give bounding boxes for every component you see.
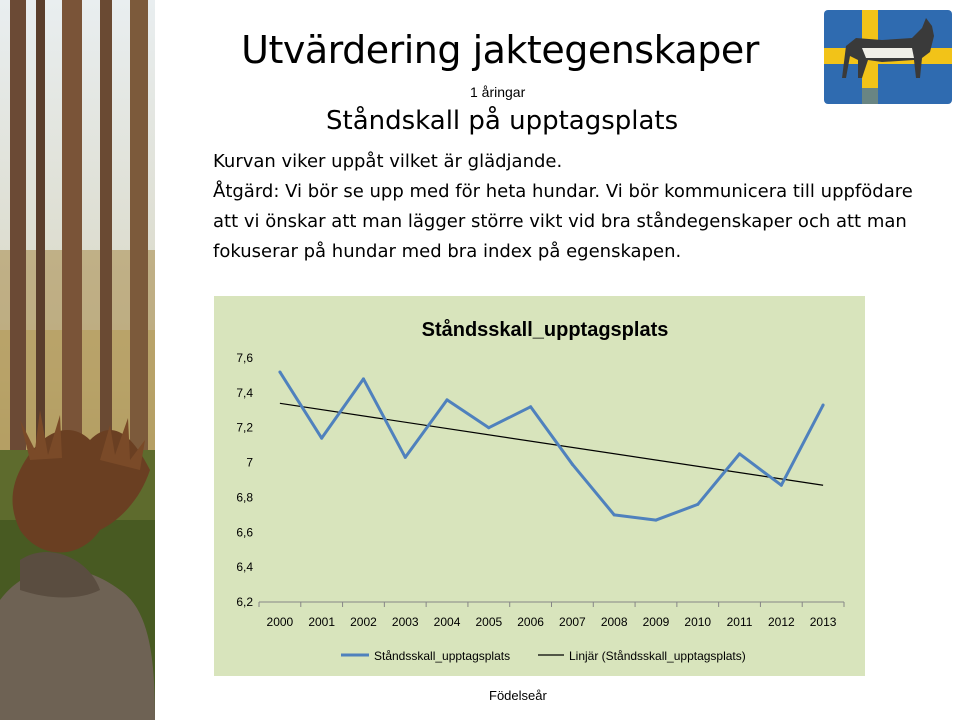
slide-subtitle: Ståndskall på upptagsplats xyxy=(326,106,679,136)
x-tick-label: 2008 xyxy=(601,615,628,629)
x-tick-label: 2006 xyxy=(517,615,544,629)
x-tick-label: 2003 xyxy=(392,615,419,629)
trend-line xyxy=(279,402,824,486)
forest-moose-photo xyxy=(0,0,155,720)
slide-subtitle-age: 1 åringar xyxy=(470,84,526,100)
series-point xyxy=(361,377,365,381)
series-point xyxy=(779,483,783,487)
series-point xyxy=(403,455,407,459)
legend-series-label: Ståndsskall_upptagsplats xyxy=(374,649,510,663)
body-line-action: Åtgärd: Vi bör se upp med för heta hunda… xyxy=(213,181,913,262)
series-point xyxy=(278,370,282,374)
slide-title: Utvärdering jaktegenskaper xyxy=(241,28,759,72)
y-tick-label: 7 xyxy=(246,456,253,470)
jamthund-logo-image xyxy=(824,10,952,104)
x-tick-label: 2009 xyxy=(643,615,670,629)
series-point xyxy=(654,518,658,522)
series-point xyxy=(529,405,533,409)
x-tick-label: 2002 xyxy=(350,615,377,629)
x-tick-label: 2010 xyxy=(684,615,711,629)
x-axis-ticks: 2000 2001 2002 2003 2004 2005 2006 2007 2008 2009… xyxy=(258,602,845,629)
y-tick-label: 7,2 xyxy=(236,421,253,435)
x-tick-label: 2000 xyxy=(267,615,294,629)
body-line-observation: Kurvan viker uppåt vilket är glädjande. xyxy=(213,151,563,172)
series-point xyxy=(612,513,616,517)
series-point xyxy=(696,502,700,506)
chart-background xyxy=(214,296,865,676)
series-point xyxy=(821,403,825,407)
y-tick-label: 6,8 xyxy=(236,490,253,504)
forest-moose-illustration xyxy=(0,0,155,720)
x-tick-label: 2005 xyxy=(475,615,502,629)
club-logo xyxy=(822,8,954,106)
x-tick-label: 2012 xyxy=(768,615,795,629)
chart-title: Ståndsskall_upptagsplats xyxy=(422,318,669,341)
series-point xyxy=(445,398,449,402)
y-tick-label: 7,4 xyxy=(236,386,253,400)
slide-body-text: Kurvan viker uppåt vilket är glädjande. … xyxy=(213,147,913,267)
x-tick-label: 2013 xyxy=(810,615,837,629)
y-tick-label: 6,4 xyxy=(236,560,253,574)
series-point xyxy=(570,462,574,466)
y-tick-label: 6,6 xyxy=(236,525,253,539)
chart-legend: Ståndsskall_upptagsplats Linjär (Ståndss… xyxy=(341,649,746,663)
x-tick-label: 2004 xyxy=(434,615,461,629)
x-tick-label: 2011 xyxy=(727,615,753,629)
x-tick-label: 2007 xyxy=(559,615,586,629)
x-axis-title: Födelseår xyxy=(489,688,547,703)
line-chart: Ståndsskall_upptagsplats 7,6 7,4 7,2 7 6,8 6,… xyxy=(214,296,865,676)
y-tick-label: 7,6 xyxy=(236,351,253,365)
y-axis-ticks: 7,6 7,4 7,2 7 6,8 6,6 6,4 6,2 xyxy=(236,351,253,609)
y-tick-label: 6,2 xyxy=(236,595,253,609)
x-tick-label: 2001 xyxy=(308,615,335,629)
series-point xyxy=(738,452,742,456)
legend-trend-label: Linjär (Ståndsskall_upptagsplats) xyxy=(569,649,746,663)
series-point xyxy=(320,436,324,440)
series-line xyxy=(278,371,825,522)
series-point xyxy=(487,426,491,430)
